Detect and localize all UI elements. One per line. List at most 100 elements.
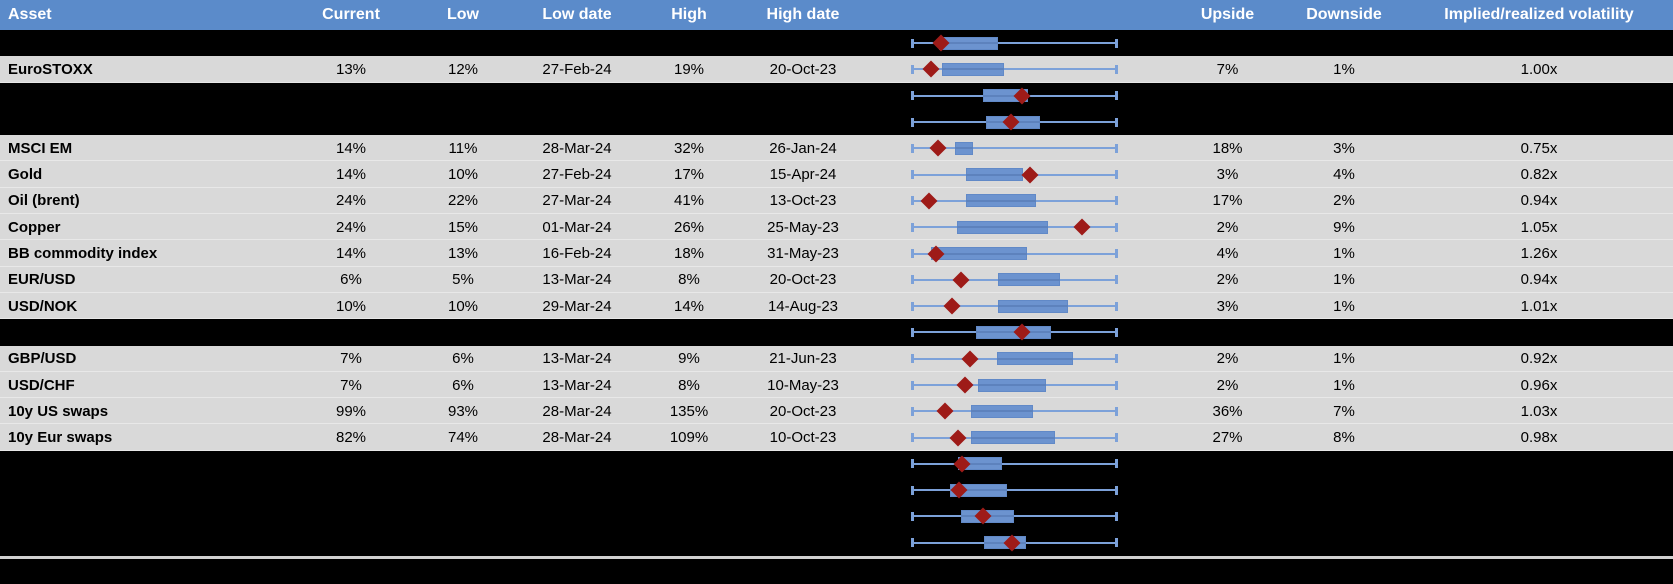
cell-asset: Copper (8, 218, 61, 236)
cell-implied_realized: 0.82x (1520, 166, 1558, 184)
cell-high_date: 20-Oct-23 (769, 402, 837, 420)
boxplot (911, 477, 1118, 503)
diamond-marker-icon (956, 376, 974, 394)
cell-current: 7% (340, 350, 362, 368)
box-center-line (938, 42, 999, 45)
boxplot-cell (858, 30, 1172, 56)
cell-high: 8% (678, 271, 700, 289)
cell-implied_realized: 1.05x (1520, 218, 1558, 236)
cell-upside: 3% (1216, 297, 1239, 315)
whisker-cap-left (911, 538, 914, 548)
boxplot-cell (858, 398, 1172, 424)
table-header: Asset Current Low Low date High High date Upsi… (0, 0, 1673, 30)
cell-low_date: 28-Mar-24 (542, 402, 612, 420)
cell-asset: USD/CHF (8, 376, 75, 394)
cell-current: 24% (335, 192, 367, 210)
cell-implied_realized: 1.26x (1520, 245, 1558, 263)
diamond-marker-icon (922, 60, 940, 78)
hidden-table-row (0, 30, 1673, 57)
box-center-line (971, 410, 1033, 413)
whisker-cap-left (911, 222, 914, 232)
table-row: EUR/USD 6% 5% 13-Mar-24 8% 20-Oct-23 2% 1% 0.94x (0, 266, 1673, 293)
cell-low_date: 27-Mar-24 (542, 192, 612, 210)
cell-downside: 1% (1333, 271, 1355, 289)
cell-high: 17% (673, 166, 705, 184)
cell-low: 12% (447, 60, 479, 78)
boxplot (911, 109, 1118, 135)
boxplot (911, 372, 1118, 398)
boxplot (911, 346, 1118, 372)
table-row: 10y Eur swaps 82% 74% 28-Mar-24 109% 10-Oct-2… (0, 424, 1673, 451)
whisker-cap-right (1115, 222, 1118, 232)
cell-high_date: 13-Oct-23 (769, 192, 837, 210)
diamond-marker-icon (952, 271, 970, 289)
cell-upside: 4% (1216, 245, 1239, 263)
box-center-line (998, 305, 1068, 308)
table-row: EuroSTOXX 13% 12% 27-Feb-24 19% 20-Oct-23 7% 1%… (0, 56, 1673, 83)
cell-upside: 7% (1216, 60, 1239, 78)
cell-high: 18% (673, 245, 705, 263)
bottom-divider (0, 555, 1673, 559)
cell-implied_realized: 1.00x (1520, 60, 1558, 78)
box-center-line (941, 68, 1005, 71)
boxplot-cell (858, 214, 1172, 240)
cell-asset: MSCI EM (8, 139, 73, 157)
whisker-cap-left (911, 380, 914, 390)
cell-current: 7% (340, 376, 362, 394)
diamond-marker-icon (961, 350, 979, 368)
cell-asset: Gold (8, 166, 43, 184)
hidden-table-row (0, 319, 1673, 346)
cell-high: 8% (678, 376, 700, 394)
cell-downside: 1% (1333, 245, 1355, 263)
table-row: GBP/USD 7% 6% 13-Mar-24 9% 21-Jun-23 2% 1% 0.92x (0, 345, 1673, 372)
cell-low: 93% (447, 402, 479, 420)
boxplot-cell (858, 56, 1172, 82)
cell-downside: 4% (1333, 166, 1355, 184)
box-center-line (966, 173, 1023, 176)
cell-current: 6% (340, 271, 362, 289)
box-center-line (982, 94, 1028, 97)
boxplot-cell (858, 319, 1172, 345)
whisker-cap-left (911, 143, 914, 153)
whisker-cap-right (1115, 406, 1118, 416)
cell-low_date: 13-Mar-24 (542, 376, 612, 394)
boxplot-cell (858, 293, 1172, 319)
cell-low_date: 28-Mar-24 (542, 139, 612, 157)
cell-low_date: 27-Feb-24 (542, 166, 612, 184)
boxplot (911, 56, 1118, 82)
footer-band (0, 558, 1673, 584)
cell-low: 6% (452, 376, 474, 394)
cell-downside: 9% (1333, 218, 1355, 236)
header-cell-implied_realized: Implied/realized volatility (1444, 6, 1634, 23)
cell-upside: 18% (1212, 139, 1243, 157)
box-center-line (971, 436, 1056, 439)
whisker-cap-right (1115, 170, 1118, 180)
diamond-marker-icon (943, 297, 961, 315)
cell-high: 41% (673, 192, 705, 210)
cell-asset: Oil (brent) (8, 192, 80, 210)
boxplot (911, 530, 1118, 556)
whisker-line (912, 147, 1117, 150)
cell-upside: 36% (1212, 402, 1243, 420)
cell-upside: 3% (1216, 166, 1239, 184)
whisker-cap-left (911, 170, 914, 180)
cell-implied_realized: 0.94x (1520, 271, 1558, 289)
table-row: USD/NOK 10% 10% 29-Mar-24 14% 14-Aug-23 3% 1% 1.… (0, 292, 1673, 320)
cell-asset: EUR/USD (8, 271, 76, 289)
whisker-cap-right (1115, 380, 1118, 390)
cell-downside: 1% (1333, 60, 1355, 78)
cell-high: 14% (673, 297, 705, 315)
cell-high_date: 15-Apr-24 (769, 166, 837, 184)
boxplot (911, 188, 1118, 214)
cell-upside: 2% (1216, 350, 1239, 368)
diamond-marker-icon (1021, 166, 1039, 184)
cell-low: 15% (447, 218, 479, 236)
boxplot (911, 161, 1118, 187)
cell-high: 109% (669, 429, 709, 447)
box-center-line (997, 357, 1073, 360)
cell-implied_realized: 0.94x (1520, 192, 1558, 210)
whisker-cap-right (1115, 354, 1118, 364)
boxplot-cell (858, 346, 1172, 372)
box-center-line (966, 199, 1036, 202)
